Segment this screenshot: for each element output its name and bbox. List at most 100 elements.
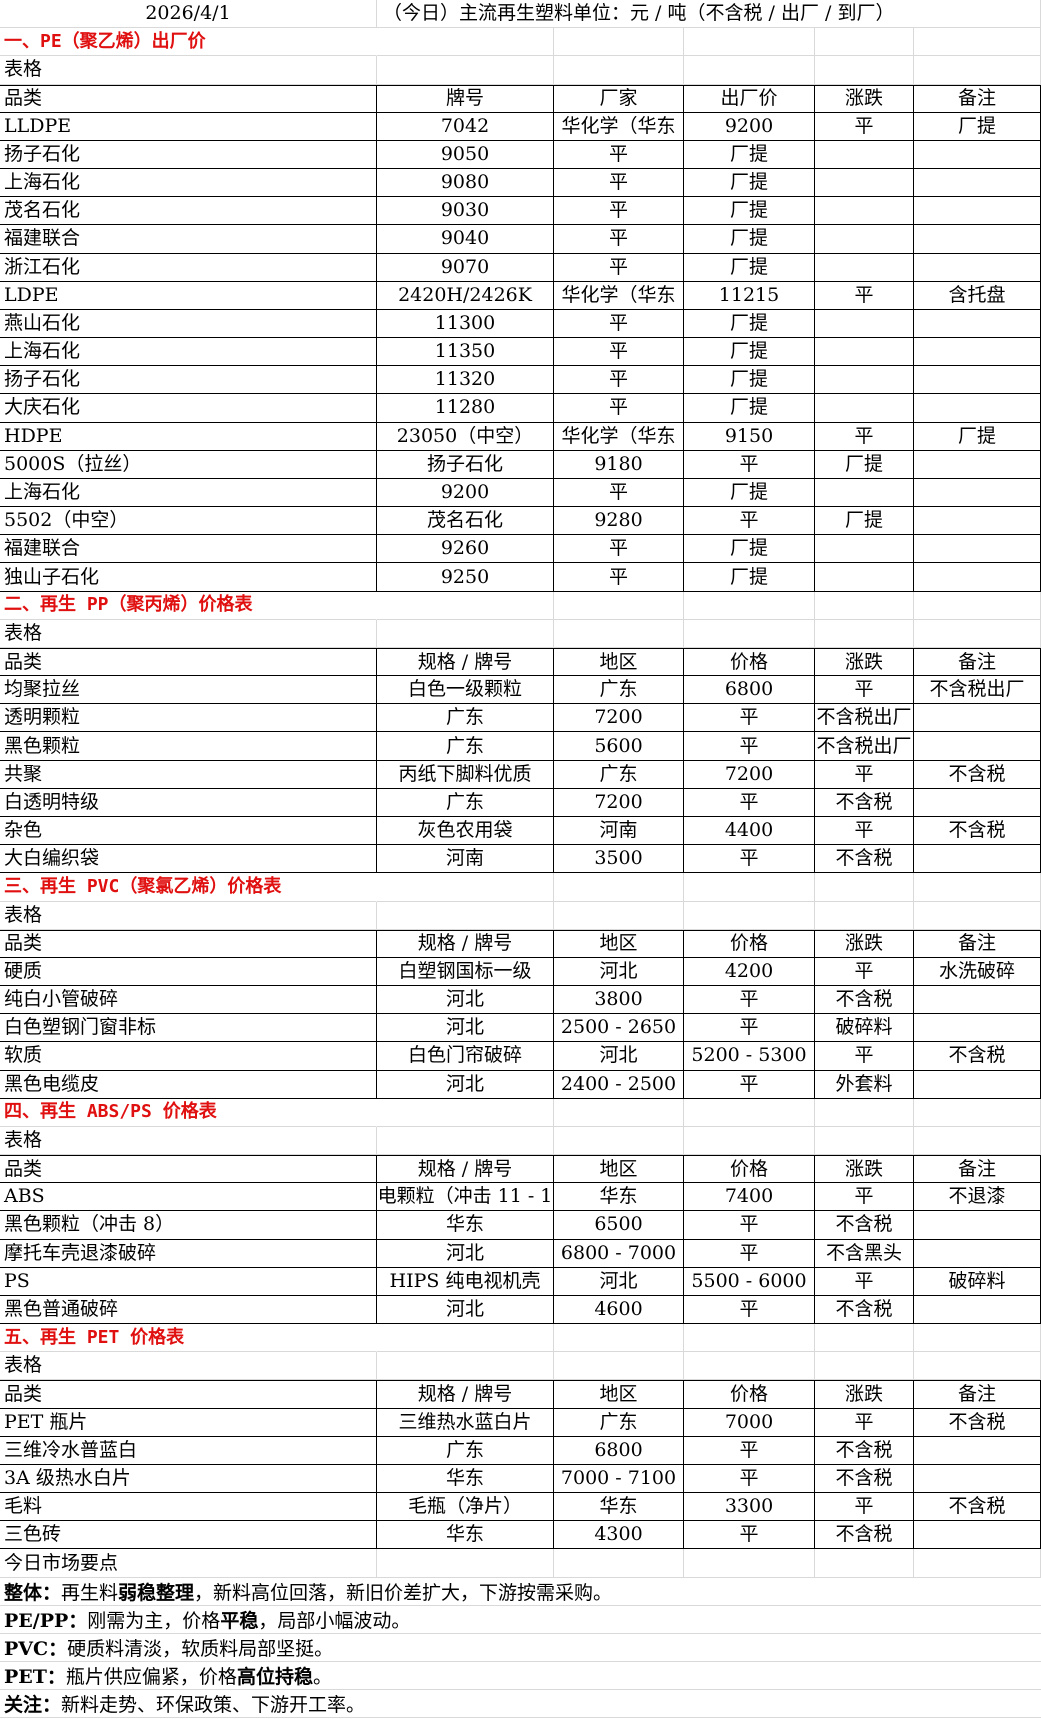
- table-cell[interactable]: 4400: [684, 816, 815, 846]
- table-cell[interactable]: 平: [815, 1267, 914, 1296]
- empty-cell[interactable]: [914, 28, 1041, 57]
- table-cell[interactable]: 河北: [377, 986, 554, 1015]
- table-cell[interactable]: 茂名石化: [0, 197, 377, 226]
- column-header[interactable]: 涨跌: [815, 1155, 914, 1184]
- table-cell[interactable]: 6800 - 7000: [554, 1239, 684, 1268]
- table-cell[interactable]: 9280: [554, 507, 684, 536]
- table-cell[interactable]: 厂提: [684, 253, 815, 282]
- table-cell[interactable]: [914, 140, 1041, 170]
- table-cell[interactable]: 平: [684, 1211, 815, 1240]
- table-cell[interactable]: 厂提: [684, 478, 815, 508]
- table-cell[interactable]: 不含税出厂: [914, 676, 1041, 705]
- table-cell[interactable]: 华东: [377, 1464, 554, 1494]
- table-cell[interactable]: PS: [0, 1267, 377, 1296]
- table-cell[interactable]: 厂提: [684, 394, 815, 423]
- table-cell[interactable]: 9260: [377, 535, 554, 564]
- table-cell[interactable]: 7200: [554, 788, 684, 817]
- table-cell[interactable]: 平: [554, 394, 684, 423]
- table-cell[interactable]: [815, 309, 914, 339]
- table-cell[interactable]: 不含税: [914, 1408, 1041, 1437]
- table-cell[interactable]: 平: [815, 281, 914, 310]
- table-cell[interactable]: 平: [815, 676, 914, 705]
- table-cell[interactable]: 水洗破碎: [914, 957, 1041, 987]
- table-cell[interactable]: [914, 1070, 1041, 1099]
- table-cell[interactable]: 华化学（华东: [554, 422, 684, 451]
- table-cell[interactable]: 毛瓶（净片）: [377, 1493, 554, 1522]
- empty-cell[interactable]: [815, 56, 914, 85]
- table-cell[interactable]: [914, 1295, 1041, 1325]
- table-cell[interactable]: 3500: [554, 845, 684, 874]
- table-cell[interactable]: 不含税: [914, 1493, 1041, 1522]
- table-cell[interactable]: 厂提: [684, 197, 815, 226]
- table-cell[interactable]: 9250: [377, 563, 554, 592]
- table-label[interactable]: 表格: [0, 901, 377, 930]
- table-cell[interactable]: 厂提: [684, 140, 815, 170]
- empty-cell[interactable]: [914, 1352, 1041, 1381]
- table-label[interactable]: 表格: [0, 56, 377, 85]
- table-cell[interactable]: 平: [684, 704, 815, 733]
- table-cell[interactable]: 3300: [684, 1493, 815, 1522]
- table-cell[interactable]: 不含税: [914, 1042, 1041, 1071]
- empty-cell[interactable]: [815, 1098, 914, 1127]
- table-cell[interactable]: 燕山石化: [0, 309, 377, 339]
- empty-cell[interactable]: [684, 591, 815, 620]
- column-header[interactable]: 品类: [0, 1380, 377, 1409]
- table-cell[interactable]: 河北: [377, 1070, 554, 1099]
- table-cell[interactable]: 大庆石化: [0, 394, 377, 423]
- table-cell[interactable]: 7200: [554, 704, 684, 733]
- table-cell[interactable]: [914, 478, 1041, 508]
- table-cell[interactable]: 上海石化: [0, 478, 377, 508]
- table-cell[interactable]: 上海石化: [0, 338, 377, 367]
- table-cell[interactable]: [914, 986, 1041, 1015]
- column-header[interactable]: 规格 / 牌号: [377, 1380, 554, 1409]
- table-cell[interactable]: [914, 704, 1041, 733]
- table-cell[interactable]: 平: [554, 225, 684, 254]
- empty-cell[interactable]: [377, 56, 554, 85]
- table-cell[interactable]: 丙纸下脚料优质: [377, 760, 554, 789]
- empty-cell[interactable]: [914, 1126, 1041, 1156]
- table-cell[interactable]: 不含税: [815, 1211, 914, 1240]
- table-cell[interactable]: 三色砖: [0, 1521, 377, 1550]
- empty-cell[interactable]: [815, 28, 914, 57]
- table-cell[interactable]: 9180: [554, 450, 684, 479]
- empty-cell[interactable]: [377, 1126, 554, 1156]
- table-cell[interactable]: 广东: [554, 760, 684, 789]
- empty-cell[interactable]: [684, 56, 815, 85]
- section-title[interactable]: 三、再生 PVC（聚氯乙烯）价格表: [0, 873, 377, 902]
- empty-cell[interactable]: [914, 873, 1041, 902]
- table-cell[interactable]: 厂提: [815, 507, 914, 536]
- table-cell[interactable]: 硬质: [0, 957, 377, 987]
- table-cell[interactable]: 软质: [0, 1042, 377, 1071]
- table-cell[interactable]: [914, 535, 1041, 564]
- empty-cell[interactable]: [554, 1098, 684, 1127]
- note-line[interactable]: 整体： 再生料 弱稳整理 ，新料高位回落，新旧价差扩大，下游按需采购。: [0, 1578, 1041, 1606]
- empty-cell[interactable]: [914, 1098, 1041, 1127]
- table-cell[interactable]: 不含税: [815, 845, 914, 874]
- table-cell[interactable]: [914, 1014, 1041, 1043]
- column-header[interactable]: 价格: [684, 647, 815, 677]
- table-cell[interactable]: 华东: [377, 1521, 554, 1550]
- empty-cell[interactable]: [377, 619, 554, 648]
- table-cell[interactable]: 不含税出厂: [815, 732, 914, 761]
- column-header[interactable]: 厂家: [554, 84, 684, 113]
- empty-cell[interactable]: [815, 1126, 914, 1156]
- column-header[interactable]: 地区: [554, 647, 684, 677]
- table-cell[interactable]: 白色门帘破碎: [377, 1042, 554, 1071]
- empty-cell[interactable]: [554, 619, 684, 648]
- empty-cell[interactable]: [554, 1126, 684, 1156]
- column-header[interactable]: 备注: [914, 929, 1041, 958]
- table-cell[interactable]: 厂提: [684, 169, 815, 198]
- table-cell[interactable]: 不含税: [815, 1436, 914, 1465]
- table-cell[interactable]: 华东: [554, 1183, 684, 1212]
- table-cell[interactable]: 不含税: [815, 1464, 914, 1494]
- table-cell[interactable]: 河北: [377, 1295, 554, 1325]
- table-cell[interactable]: 4600: [554, 1295, 684, 1325]
- empty-cell[interactable]: [815, 1324, 914, 1353]
- table-cell[interactable]: 平: [684, 1239, 815, 1268]
- table-cell[interactable]: 平: [815, 1493, 914, 1522]
- table-cell[interactable]: [914, 366, 1041, 395]
- table-cell[interactable]: 广东: [377, 788, 554, 817]
- table-cell[interactable]: [914, 1436, 1041, 1465]
- table-cell[interactable]: [914, 197, 1041, 226]
- table-cell[interactable]: 平: [815, 422, 914, 451]
